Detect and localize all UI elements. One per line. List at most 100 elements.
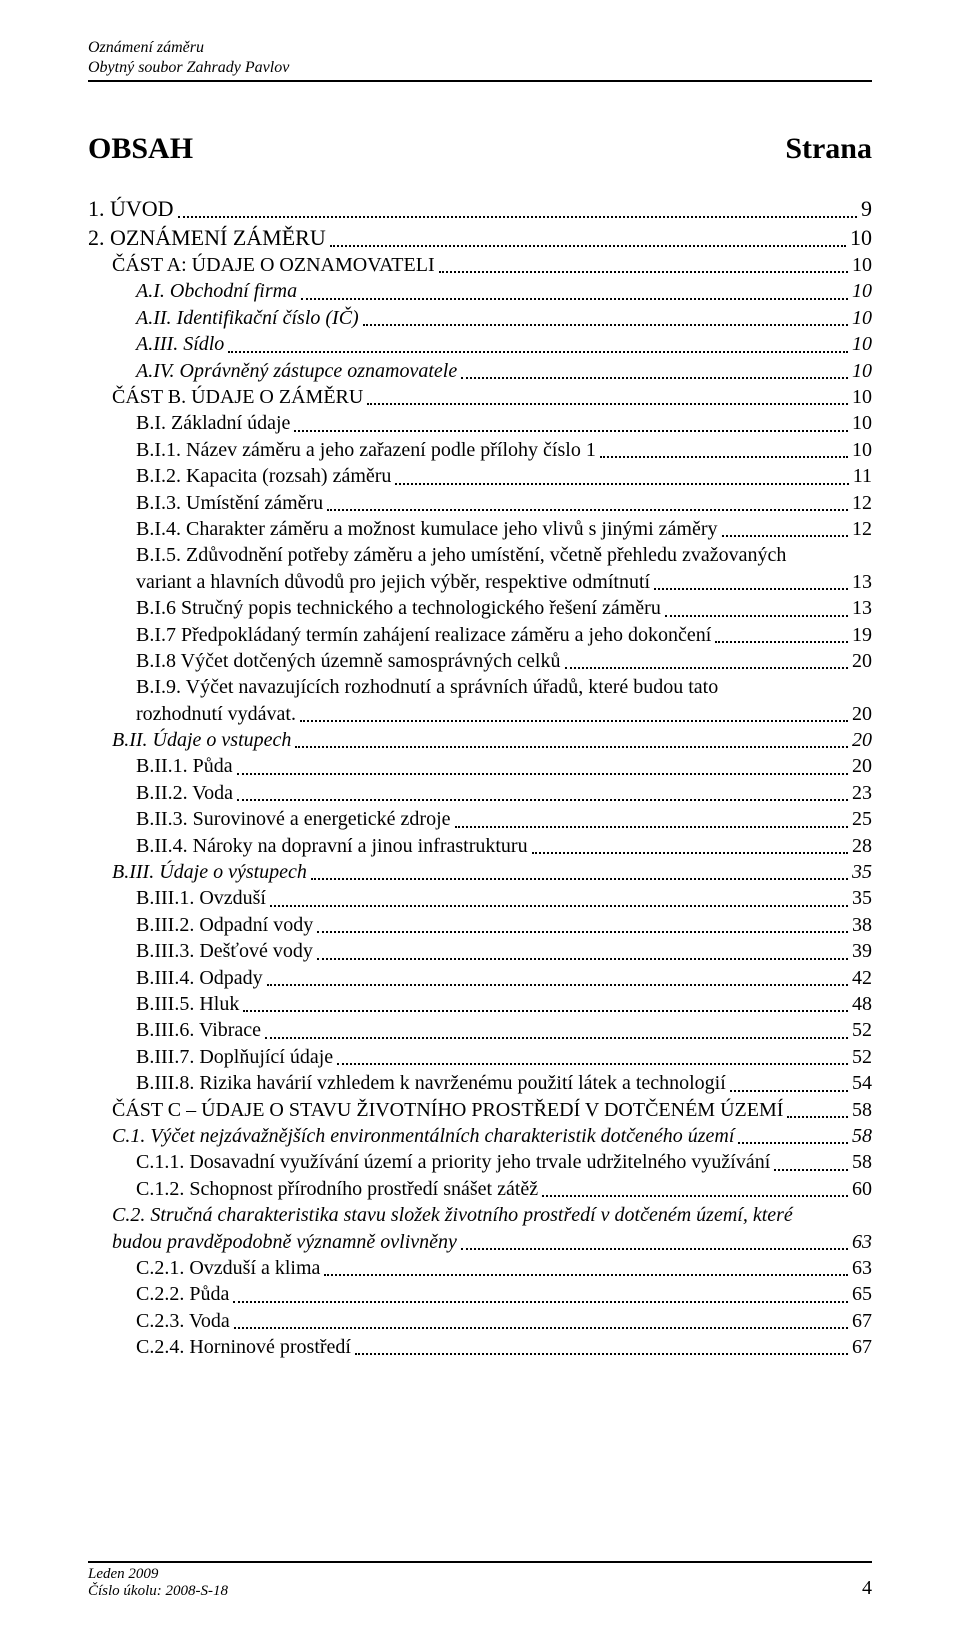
toc-entry: A.II. Identifikační číslo (IČ) 10	[88, 305, 872, 331]
header-line-2: Obytný soubor Zahrady Pavlov	[88, 58, 872, 78]
toc-leader	[722, 535, 849, 537]
toc-page: 12	[852, 516, 872, 542]
toc-leader	[355, 1353, 848, 1355]
toc-entry: B.I.8 Výčet dotčených územně samosprávný…	[88, 648, 872, 674]
toc-page: 35	[852, 885, 872, 911]
toc-leader	[270, 905, 848, 907]
toc-label: B.I.2. Kapacita (rozsah) záměru	[136, 463, 391, 489]
toc-label: B.II.4. Nároky na dopravní a jinou infra…	[136, 833, 528, 859]
toc-label: B.I.4. Charakter záměru a možnost kumula…	[136, 516, 718, 542]
toc-label-tail: budou pravděpodobně významně ovlivněny	[112, 1229, 457, 1255]
toc-label: A.II. Identifikační číslo (IČ)	[136, 305, 359, 331]
toc-leader	[324, 1274, 848, 1276]
toc-page: 10	[852, 437, 872, 463]
title-row: OBSAH Strana	[88, 132, 872, 166]
toc-leader	[455, 826, 848, 828]
toc-entry: ČÁST B. ÚDAJE O ZÁMĚRU10	[88, 384, 872, 410]
toc-leader	[237, 773, 848, 775]
toc-leader	[395, 483, 848, 485]
toc-leader	[228, 351, 848, 353]
toc-entry: B.III.2. Odpadní vody38	[88, 912, 872, 938]
toc-leader	[265, 1037, 848, 1039]
toc-label: B.I.5. Zdůvodnění potřeby záměru a jeho …	[136, 542, 872, 568]
toc-leader	[532, 852, 848, 854]
title-right: Strana	[785, 132, 872, 166]
toc-leader	[787, 1116, 848, 1118]
toc-entry: A.IV. Oprávněný zástupce oznamovatele10	[88, 358, 872, 384]
toc-label: B.I.8 Výčet dotčených územně samosprávný…	[136, 648, 561, 674]
footer-page-number: 4	[862, 1577, 872, 1600]
toc-entry: B.III.1. Ovzduší35	[88, 885, 872, 911]
toc-page: 10	[852, 305, 872, 331]
toc-leader	[439, 271, 848, 273]
toc-entry: C.1.1. Dosavadní využívání území a prior…	[88, 1149, 872, 1175]
toc-page: 10	[852, 331, 872, 357]
toc-entry: B.III.8. Rizika havárií vzhledem k navrž…	[88, 1070, 872, 1096]
toc-label: A.III. Sídlo	[136, 331, 224, 357]
toc-label: C.1.1. Dosavadní využívání území a prior…	[136, 1149, 770, 1175]
footer-left: Leden 2009 Číslo úkolu: 2008-S-18	[88, 1566, 228, 1600]
toc-entry: B.II.1. Půda20	[88, 753, 872, 779]
toc-leader	[542, 1195, 848, 1197]
toc-page: 54	[852, 1070, 872, 1096]
toc-page: 28	[852, 833, 872, 859]
page: Oznámení záměru Obytný soubor Zahrady Pa…	[0, 0, 960, 1642]
toc-label: C.1.2. Schopnost přírodního prostředí sn…	[136, 1176, 538, 1202]
toc-label: C.2.3. Voda	[136, 1308, 230, 1334]
toc-page: 63	[852, 1229, 872, 1255]
toc-page: 25	[852, 806, 872, 832]
toc-page: 63	[852, 1255, 872, 1281]
toc-page: 10	[850, 223, 872, 252]
toc-leader	[665, 615, 848, 617]
toc-label: A.I. Obchodní firma	[136, 278, 297, 304]
toc-page: 20	[852, 648, 872, 674]
toc-label: B.II.2. Voda	[136, 780, 233, 806]
toc-entry: B.I.5. Zdůvodnění potřeby záměru a jeho …	[88, 542, 872, 595]
footer-line-1: Leden 2009	[88, 1566, 228, 1583]
toc-page: 67	[852, 1308, 872, 1334]
toc-page: 67	[852, 1334, 872, 1360]
toc-page: 9	[861, 194, 872, 223]
toc-entry: B.I.4. Charakter záměru a možnost kumula…	[88, 516, 872, 542]
toc-leader	[178, 216, 857, 218]
toc-label: B.I.7 Předpokládaný termín zahájení real…	[136, 622, 711, 648]
toc-entry: B.I.1. Název záměru a jeho zařazení podl…	[88, 437, 872, 463]
toc-leader	[337, 1063, 848, 1065]
toc-label: B.I. Základní údaje	[136, 410, 290, 436]
footer-line-2: Číslo úkolu: 2008-S-18	[88, 1583, 228, 1600]
toc-label: B.III.3. Dešťové vody	[136, 938, 313, 964]
toc-entry: C.2. Stručná charakteristika stavu slože…	[88, 1202, 872, 1255]
toc-page: 12	[852, 490, 872, 516]
toc-entry: A.I. Obchodní firma10	[88, 278, 872, 304]
toc-leader	[730, 1090, 848, 1092]
toc-entry: C.2.3. Voda 67	[88, 1308, 872, 1334]
content: OBSAH Strana 1. ÚVOD92. OZNÁMENÍ ZÁMĚRU 1…	[88, 132, 872, 1360]
toc-leader	[774, 1169, 848, 1171]
toc-page: 10	[852, 358, 872, 384]
toc-leader	[317, 931, 848, 933]
toc-leader	[327, 509, 848, 511]
toc-label: B.II.1. Půda	[136, 753, 233, 779]
toc-leader	[461, 1248, 848, 1250]
toc-page: 20	[852, 727, 872, 753]
toc-entry: 1. ÚVOD9	[88, 194, 872, 223]
toc-label: C.2.4. Horninové prostředí	[136, 1334, 351, 1360]
toc-entry: B.III.3. Dešťové vody39	[88, 938, 872, 964]
toc-entry: B.I.2. Kapacita (rozsah) záměru11	[88, 463, 872, 489]
toc-label: B.I.1. Název záměru a jeho zařazení podl…	[136, 437, 596, 463]
toc-label: C.2. Stručná charakteristika stavu slože…	[112, 1202, 872, 1228]
toc-label: B.I.6 Stručný popis technického a techno…	[136, 595, 661, 621]
toc-entry: ČÁST C – ÚDAJE O STAVU ŽIVOTNÍHO PROSTŘE…	[88, 1097, 872, 1123]
toc-leader	[738, 1142, 848, 1144]
header-line-1: Oznámení záměru	[88, 38, 872, 58]
toc-label: B.III.8. Rizika havárií vzhledem k navrž…	[136, 1070, 726, 1096]
page-header: Oznámení záměru Obytný soubor Zahrady Pa…	[88, 38, 872, 82]
toc-page: 13	[852, 595, 872, 621]
toc-entry: C.1. Výčet nejzávažnějších environmentál…	[88, 1123, 872, 1149]
toc-leader	[317, 958, 848, 960]
toc-entry: B.I.6 Stručný popis technického a techno…	[88, 595, 872, 621]
toc-label: B.II.3. Surovinové a energetické zdroje	[136, 806, 451, 832]
toc-label: 2. OZNÁMENÍ ZÁMĚRU	[88, 223, 326, 252]
toc-entry: ČÁST A: ÚDAJE O OZNAMOVATELI10	[88, 252, 872, 278]
toc-leader	[300, 720, 848, 722]
